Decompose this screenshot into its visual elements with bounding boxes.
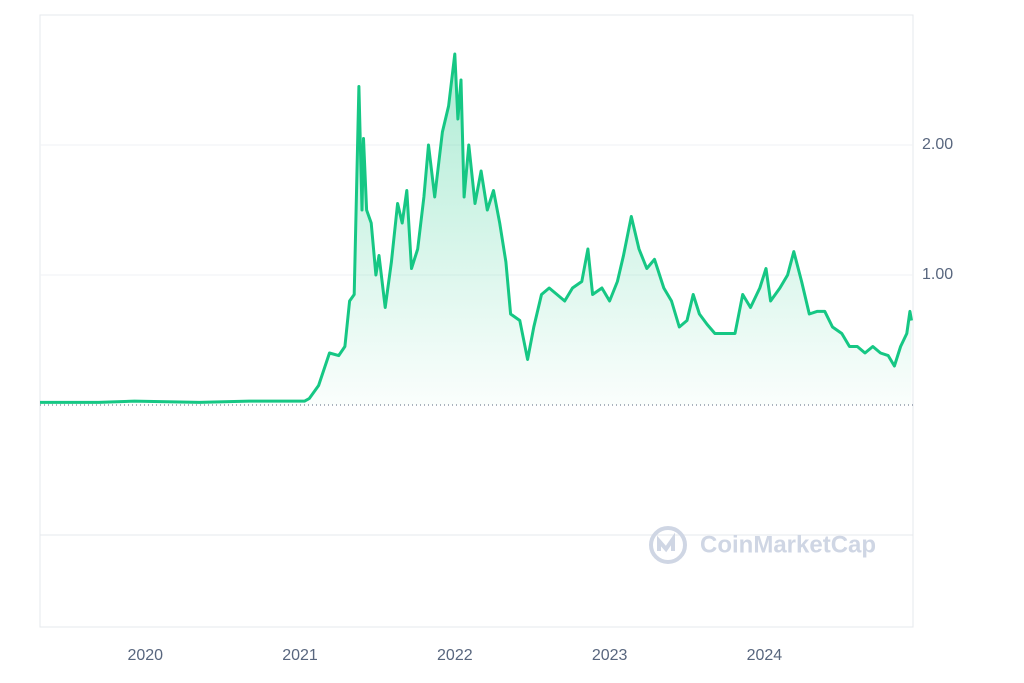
y-tick-label: 1.00 (922, 266, 953, 283)
y-tick-label: 2.00 (922, 136, 953, 153)
plot-frame (39, 14, 914, 628)
x-tick-label: 2021 (282, 647, 318, 664)
price-line (40, 52, 913, 404)
x-tick-label: 2023 (592, 647, 628, 664)
watermark-logo (649, 526, 687, 564)
watermark: CoinMarketCap (700, 531, 876, 558)
x-tick-label: 2020 (127, 647, 163, 664)
x-tick-label: 2024 (747, 647, 783, 664)
x-tick-label: 2022 (437, 647, 473, 664)
area-fill (40, 54, 912, 405)
